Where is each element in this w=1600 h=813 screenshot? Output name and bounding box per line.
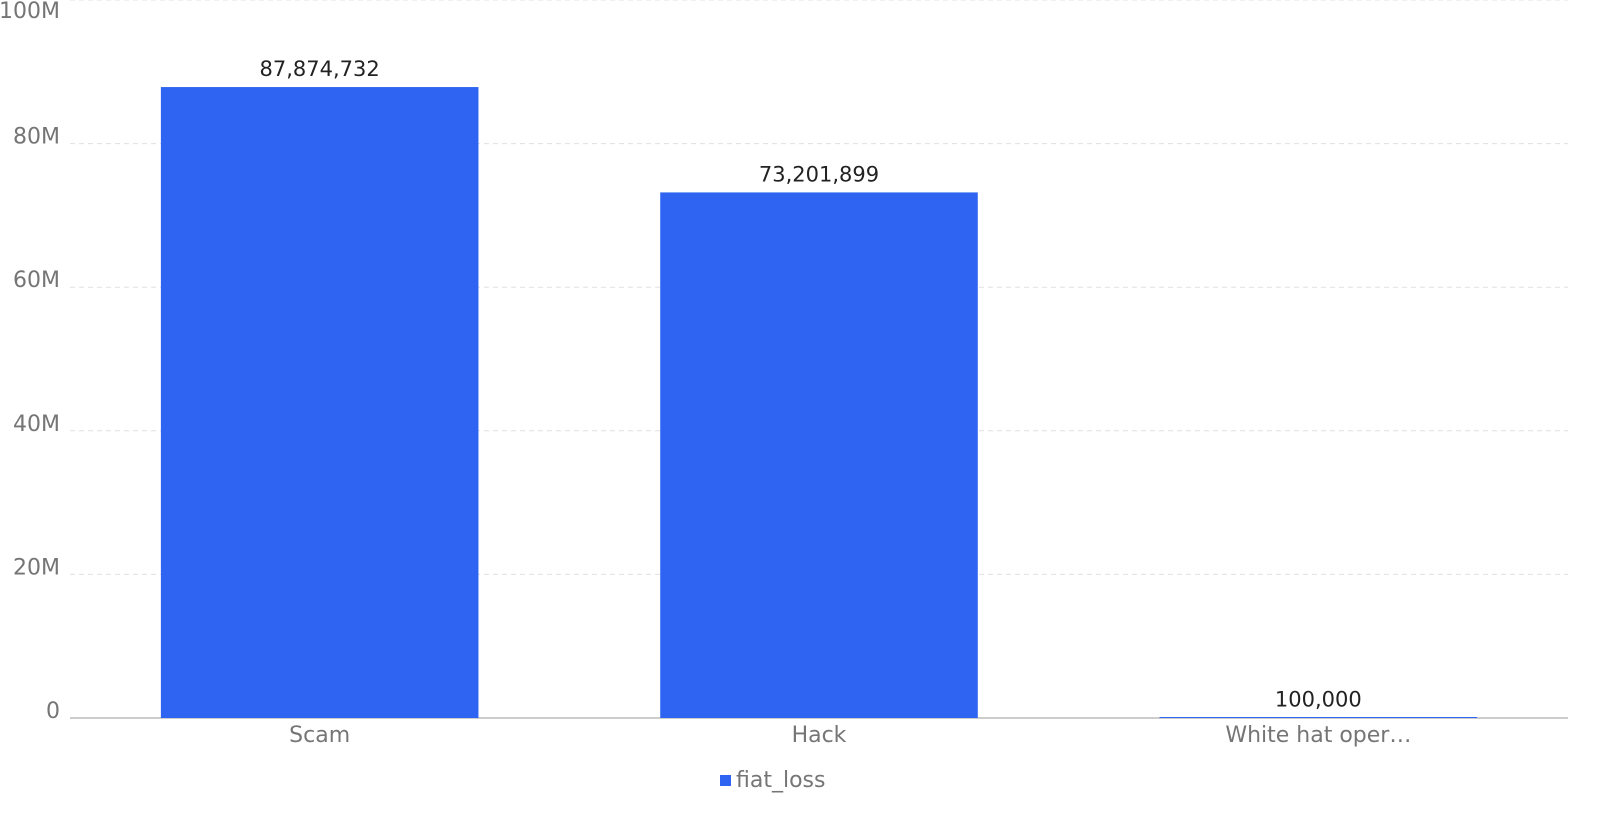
value-label: 87,874,732 <box>260 57 380 81</box>
x-tick-label: White hat oper… <box>1225 723 1411 748</box>
x-tick-label: Hack <box>792 723 847 748</box>
value-label: 73,201,899 <box>759 162 879 186</box>
bar <box>1159 717 1478 718</box>
y-tick-label: 60M <box>13 268 60 293</box>
legend-label: fiat_loss <box>736 768 825 793</box>
y-tick-label: 0 <box>46 699 60 724</box>
value-label: 100,000 <box>1275 687 1362 711</box>
bar <box>660 192 978 718</box>
y-tick-label: 80M <box>13 125 60 150</box>
y-tick-label: 40M <box>13 412 60 437</box>
x-tick-label: Scam <box>289 723 350 748</box>
y-tick-label: 100M <box>0 0 60 24</box>
legend-swatch <box>720 775 731 786</box>
bar <box>160 87 479 718</box>
y-tick-label: 20M <box>13 555 60 580</box>
